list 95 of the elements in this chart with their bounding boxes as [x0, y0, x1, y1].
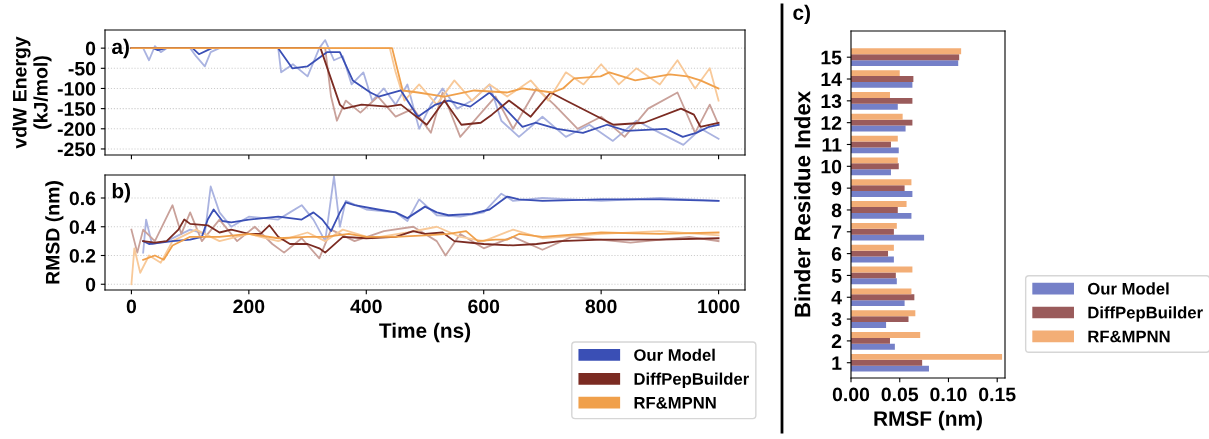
line-series: [130, 204, 720, 260]
bar: [851, 212, 912, 219]
bar: [851, 294, 915, 301]
bar: [851, 250, 889, 257]
bar: [851, 92, 890, 98]
bar: [851, 169, 891, 176]
bar: [851, 97, 913, 104]
bar: [851, 113, 903, 120]
annotation: a): [112, 38, 129, 59]
y-tick-label: 14: [821, 72, 842, 87]
bar: [851, 157, 898, 164]
line-series: [142, 218, 720, 254]
bar: [851, 244, 894, 251]
bar: [851, 353, 1003, 360]
y-tick-label: -150: [57, 102, 96, 116]
legend-label: DiffPepBuilder: [634, 372, 749, 389]
y-tick-label: -50: [68, 61, 96, 76]
x-tick-label: 0.00: [832, 387, 870, 402]
y-tick-label: 11: [822, 138, 842, 152]
y-tick-label: 9: [831, 181, 842, 196]
y-tick-label: -100: [57, 81, 96, 96]
text: c): [793, 4, 810, 25]
y-axis-title: vdW Energy (kJ/mol): [12, 36, 52, 149]
bar: [851, 300, 905, 307]
bar: [851, 163, 899, 170]
bar: [851, 81, 913, 88]
line-series: [130, 225, 720, 286]
bar: [851, 343, 895, 350]
x-axis-title: Time (ns): [379, 322, 471, 343]
legend-label: RF&MPNN: [1088, 330, 1170, 343]
bar: [851, 201, 907, 208]
y-tick-label: 8: [831, 203, 842, 218]
annotation: b): [112, 183, 131, 203]
bar: [851, 310, 916, 317]
y-tick-label: 0: [85, 277, 96, 292]
bar: [851, 103, 898, 110]
x-tick-label: 0.10: [930, 387, 967, 402]
bar: [851, 228, 894, 235]
y-axis-title: RMSD (nm): [45, 181, 64, 284]
bar: [851, 48, 962, 55]
y-tick-label: -200: [57, 122, 96, 137]
bar: [851, 365, 929, 372]
y-tick-label: 0: [85, 41, 96, 56]
y-tick-label: 12: [821, 116, 842, 130]
bar: [851, 288, 912, 295]
bar: [851, 234, 925, 241]
y-tick-label: 13: [821, 94, 842, 109]
x-tick-label: 1000: [698, 299, 740, 314]
bar: [851, 332, 921, 338]
y-tick-label: 4: [831, 290, 842, 305]
line-series: [142, 230, 720, 261]
bar: [851, 207, 898, 213]
y-tick-label: 3: [831, 312, 842, 327]
legend-label: Our Model: [634, 348, 715, 361]
bar: [851, 135, 898, 142]
y-tick-label: 0.4: [69, 220, 96, 234]
bar: [851, 60, 959, 67]
bar: [851, 147, 899, 154]
y-tick-label: 10: [821, 159, 842, 174]
bar: [851, 54, 960, 61]
legend-label: DiffPepBuilder: [1088, 306, 1203, 322]
y-tick-label: 2: [831, 334, 842, 348]
bar: [851, 316, 909, 323]
x-tick-label: 0.05: [881, 387, 919, 402]
line-series: [142, 195, 720, 245]
x-tick-label: 600: [468, 299, 500, 314]
legend-label: RF&MPNN: [634, 396, 716, 409]
y-tick-label: 6: [831, 247, 842, 261]
y-tick-label: 1: [832, 356, 842, 370]
y-axis-title: Binder Residue Index: [794, 91, 811, 317]
bar: [851, 322, 887, 328]
x-tick-label: 800: [585, 299, 617, 314]
y-tick-label: 7: [831, 225, 842, 239]
bar: [851, 337, 890, 344]
legend-label: Our Model: [1088, 282, 1169, 295]
bar: [851, 278, 897, 285]
bar: [851, 119, 913, 126]
y-tick-label: 5: [831, 269, 842, 283]
y-tick-label: -250: [57, 142, 96, 157]
x-axis-title: RMSF (nm): [874, 410, 982, 431]
bar: [851, 272, 896, 279]
x-tick-label: 0: [126, 299, 137, 314]
bar: [851, 185, 905, 192]
bar: [851, 76, 914, 82]
bar: [851, 222, 897, 229]
bar: [851, 359, 923, 366]
bar: [851, 179, 912, 186]
x-tick-label: 200: [233, 299, 265, 314]
y-tick-label: 15: [821, 50, 842, 65]
y-tick-label: 0.6: [69, 191, 96, 206]
x-tick-label: 400: [350, 299, 382, 314]
bar: [851, 191, 913, 197]
bar: [851, 70, 900, 77]
y-tick-label: 0.2: [69, 248, 96, 263]
x-tick-label: 0.15: [979, 387, 1016, 402]
